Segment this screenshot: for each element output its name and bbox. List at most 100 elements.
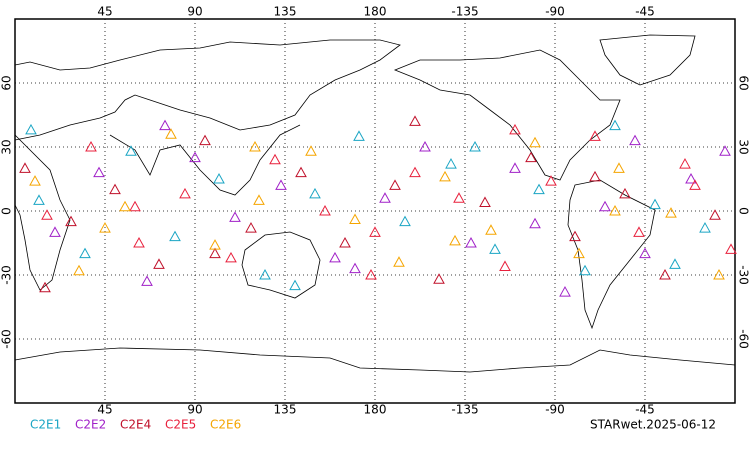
data-point — [609, 119, 621, 131]
data-point — [545, 175, 557, 186]
data-point — [253, 194, 265, 205]
data-point — [353, 130, 365, 141]
data-point — [689, 179, 701, 190]
data-point — [589, 130, 601, 141]
data-point — [169, 230, 181, 242]
data-point — [319, 204, 331, 216]
data-point — [153, 258, 165, 269]
x-tick-label: 90 — [187, 5, 202, 19]
data-point — [125, 145, 137, 156]
legend-entry: C2E2 — [75, 418, 106, 432]
y-tick-label: 0 — [0, 207, 14, 215]
x-tick-label: 135 — [274, 403, 297, 417]
data-point — [189, 151, 201, 163]
x-tick-label: 135 — [274, 5, 297, 19]
y-tick-label: 0 — [737, 207, 750, 215]
coastline — [393, 49, 621, 181]
y-tick-label: -30 — [737, 265, 750, 285]
data-point — [439, 170, 451, 182]
data-point — [199, 134, 211, 146]
x-tick-label: 180 — [364, 5, 387, 19]
legend-entry: C2E1 — [30, 418, 61, 432]
x-tick-label: 90 — [187, 403, 202, 417]
data-point — [529, 136, 541, 148]
source-label: STARwet.2025-06-12 — [590, 418, 716, 432]
data-point — [25, 123, 37, 135]
data-point — [133, 236, 145, 248]
data-point — [569, 230, 581, 242]
data-point — [379, 192, 391, 203]
data-point — [709, 209, 721, 220]
data-point — [525, 151, 537, 163]
y-tick-label: 30 — [737, 139, 750, 154]
x-tick-label: -90 — [545, 5, 565, 19]
data-point — [229, 211, 241, 222]
data-point — [369, 226, 381, 237]
data-point — [389, 179, 401, 190]
data-point — [629, 134, 641, 146]
coastline — [109, 124, 301, 196]
data-point — [39, 281, 51, 293]
coastline — [14, 134, 71, 291]
data-point — [99, 222, 111, 233]
data-point — [275, 179, 287, 190]
data-point — [669, 258, 681, 269]
data-point — [249, 140, 261, 152]
data-point — [225, 251, 237, 263]
data-point — [33, 194, 45, 205]
data-point — [659, 268, 671, 280]
y-tick-label: -60 — [737, 329, 750, 349]
data-point — [613, 162, 625, 173]
data-point — [365, 268, 377, 280]
data-point — [719, 145, 731, 156]
x-tick-label: -45 — [635, 403, 655, 417]
data-point — [213, 172, 225, 184]
data-point — [533, 183, 545, 195]
data-point — [529, 217, 541, 229]
data-point — [685, 172, 697, 184]
data-point — [141, 275, 153, 286]
data-point — [129, 200, 141, 212]
data-point — [269, 153, 281, 165]
x-tick-label: -90 — [545, 403, 565, 417]
data-point — [449, 234, 461, 246]
x-tick-label: 45 — [97, 403, 112, 417]
coastline — [14, 347, 736, 373]
data-point — [65, 215, 77, 227]
data-point — [399, 215, 411, 227]
data-point — [409, 166, 421, 178]
data-point — [289, 279, 301, 291]
data-point — [349, 262, 361, 274]
data-point — [409, 115, 421, 126]
data-point — [209, 239, 221, 250]
data-point — [93, 166, 105, 178]
data-point — [245, 222, 257, 233]
data-point — [589, 170, 601, 182]
data-point — [559, 286, 571, 297]
x-tick-label: 180 — [364, 403, 387, 417]
data-point — [479, 196, 491, 207]
legend-entry: C2E6 — [210, 418, 241, 432]
coastline — [14, 39, 401, 141]
data-point — [305, 145, 317, 156]
data-point — [41, 209, 53, 220]
y-tick-label: 60 — [737, 75, 750, 90]
data-point — [713, 268, 725, 280]
data-point — [19, 162, 31, 173]
data-point — [599, 200, 611, 212]
data-point — [639, 247, 651, 259]
data-point — [419, 140, 431, 152]
data-point — [109, 183, 121, 195]
data-point — [725, 243, 737, 254]
legend-entry: C2E4 — [120, 418, 151, 432]
y-tick-label: 60 — [0, 75, 14, 90]
data-point — [159, 119, 171, 131]
data-point — [465, 236, 477, 248]
data-point — [85, 140, 97, 152]
data-point — [679, 158, 691, 169]
coastline — [599, 34, 696, 86]
data-point — [49, 226, 61, 237]
data-point — [579, 264, 591, 276]
data-point — [699, 222, 711, 233]
y-tick-label: -60 — [0, 329, 14, 349]
